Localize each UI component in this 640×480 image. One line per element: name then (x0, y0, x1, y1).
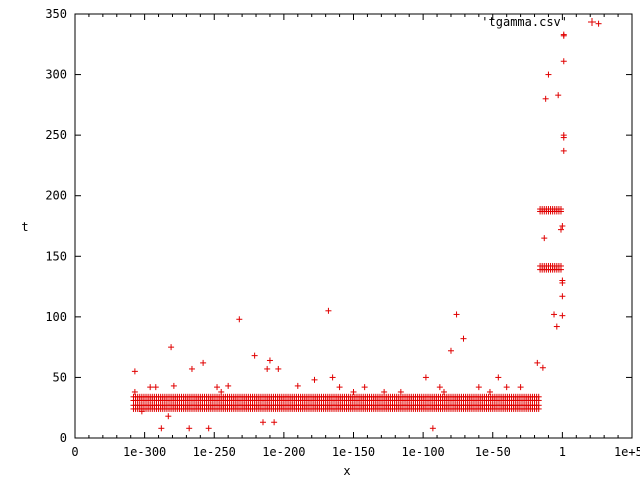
data-point (460, 335, 467, 342)
data-point (294, 382, 301, 389)
x-tick-label: 1e-300 (123, 445, 166, 459)
data-point (560, 31, 567, 38)
data-point (266, 357, 273, 364)
data-point (517, 384, 524, 391)
data-point (436, 384, 443, 391)
data-point (361, 384, 368, 391)
data-point (131, 368, 138, 375)
data-point (557, 262, 564, 269)
data-point (545, 71, 552, 78)
data-point (170, 382, 177, 389)
data-point (165, 413, 172, 420)
data-point (158, 425, 165, 432)
x-tick-label: 0 (71, 445, 78, 459)
data-point (131, 388, 138, 395)
data-point (535, 393, 542, 400)
data-point (559, 312, 566, 319)
data-points (130, 20, 602, 432)
x-tick-label: 1 (559, 445, 566, 459)
y-tick-label: 200 (45, 189, 67, 203)
legend-label: 'tgamma.csv' (481, 15, 568, 29)
data-point (553, 323, 560, 330)
data-point (188, 365, 195, 372)
data-point (560, 132, 567, 139)
data-point (559, 277, 566, 284)
x-tick-label: 1e+50 (614, 445, 640, 459)
data-point (503, 384, 510, 391)
data-point (325, 307, 332, 314)
data-point (559, 223, 566, 229)
data-point (311, 376, 318, 383)
data-point (557, 206, 564, 213)
data-point (264, 365, 271, 372)
data-point (560, 58, 567, 65)
data-point (495, 374, 502, 381)
y-tick-label: 100 (45, 310, 67, 324)
data-point (152, 384, 159, 391)
data-point (168, 344, 175, 351)
y-axis-label: t (21, 220, 28, 234)
x-tick-label: 1e-50 (475, 445, 511, 459)
data-point (138, 408, 145, 415)
y-tick-label: 300 (45, 68, 67, 82)
data-point (236, 316, 243, 323)
data-point (541, 235, 548, 242)
x-axis-label: x (343, 464, 350, 478)
data-point (271, 419, 278, 426)
data-point (542, 95, 549, 102)
data-point (259, 419, 266, 426)
data-point (350, 388, 357, 395)
data-point (422, 374, 429, 381)
data-point (539, 364, 546, 371)
data-point (397, 388, 404, 395)
data-point (214, 384, 221, 391)
data-point (186, 425, 193, 432)
data-point (555, 92, 562, 99)
data-point (329, 374, 336, 381)
data-point (595, 20, 602, 27)
data-point (218, 388, 225, 395)
data-point (205, 425, 212, 432)
x-tick-label: 1e-100 (401, 445, 444, 459)
x-tick-label: 1e-250 (193, 445, 236, 459)
data-point (475, 384, 482, 391)
y-tick-label: 50 (53, 370, 67, 384)
data-point (147, 384, 154, 391)
data-point (534, 359, 541, 366)
data-point (336, 384, 343, 391)
data-point (557, 226, 564, 233)
data-point (275, 365, 282, 372)
data-point (225, 382, 232, 389)
y-tick-label: 150 (45, 249, 67, 263)
data-point (559, 293, 566, 300)
data-point (560, 147, 567, 154)
data-point (251, 352, 258, 359)
data-point (429, 425, 436, 432)
data-point (486, 388, 493, 395)
data-point (200, 359, 207, 366)
legend: 'tgamma.csv' (481, 15, 596, 29)
data-point (381, 388, 388, 395)
x-tick-label: 1e-150 (332, 445, 375, 459)
data-point (551, 311, 558, 318)
data-point (447, 347, 454, 354)
y-tick-label: 0 (60, 431, 67, 445)
y-tick-label: 250 (45, 128, 67, 142)
x-tick-label: 1e-200 (262, 445, 305, 459)
y-tick-label: 350 (45, 7, 67, 21)
y-axis: 0 50 100 150 200 250 300 350 (45, 7, 632, 445)
data-point (441, 388, 448, 395)
x-axis: 0 1e-300 1e-250 1e-200 1e-150 1e-100 1e-50 1 1e+… (71, 14, 640, 459)
plot-frame (74, 13, 633, 439)
data-point (453, 311, 460, 318)
